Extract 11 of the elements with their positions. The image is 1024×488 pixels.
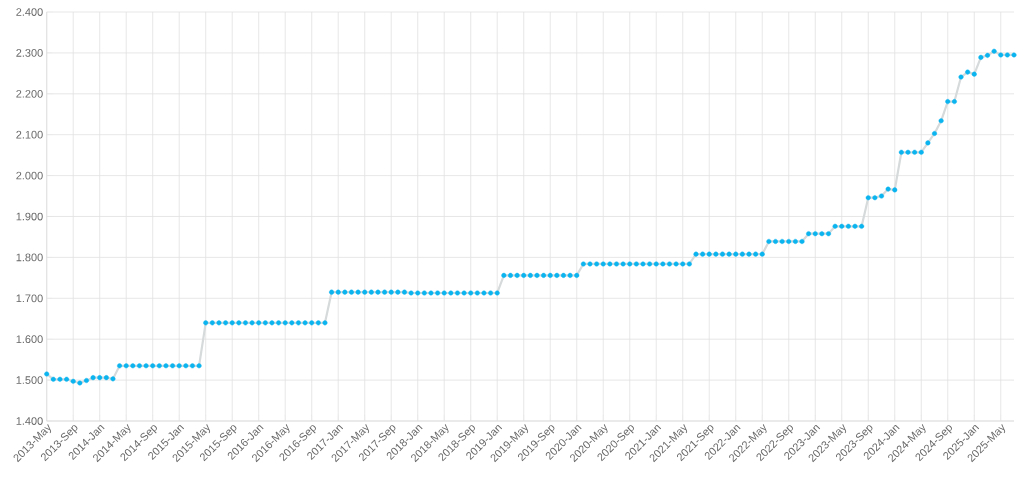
y-tick-label: 2.400	[16, 8, 43, 16]
y-tick-label: 1.700	[16, 294, 43, 303]
y-tick-label: 2.000	[16, 171, 43, 180]
y-tick-label: 1.400	[16, 417, 43, 425]
y-tick-label: 1.500	[16, 376, 43, 384]
y-tick-label: 2.100	[16, 130, 43, 139]
y-tick-label: 1.900	[16, 212, 43, 221]
y-tick-label: 2.200	[16, 89, 43, 98]
y-tick-label: 1.800	[16, 253, 43, 262]
y-tick-label: 1.600	[16, 335, 43, 344]
y-tick-label: 2.300	[16, 49, 43, 57]
